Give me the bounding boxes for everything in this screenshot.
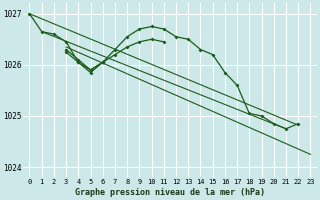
X-axis label: Graphe pression niveau de la mer (hPa): Graphe pression niveau de la mer (hPa) <box>75 188 265 197</box>
